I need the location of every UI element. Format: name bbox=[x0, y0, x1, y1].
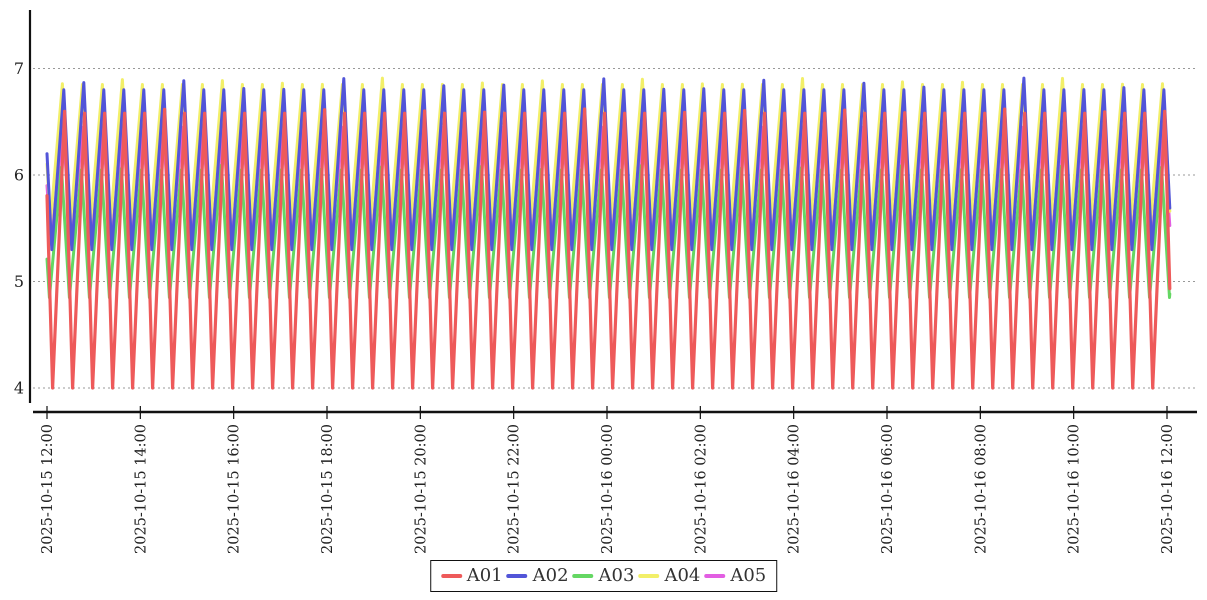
x-tick-label-12: 2025-10-16 12:00 bbox=[1160, 424, 1176, 554]
y-tick-label-6: 6 bbox=[14, 166, 24, 185]
legend-label-a04: A04 bbox=[664, 565, 701, 586]
legend-item-a02[interactable]: A02 bbox=[505, 563, 571, 589]
legend-item-a05[interactable]: A05 bbox=[702, 563, 768, 589]
legend-item-a03[interactable]: A03 bbox=[571, 563, 637, 589]
legend-label-a05: A05 bbox=[730, 565, 767, 586]
legend-label-a03: A03 bbox=[598, 565, 635, 586]
x-tick-label-4: 2025-10-15 20:00 bbox=[413, 424, 429, 554]
x-tick-label-10: 2025-10-16 08:00 bbox=[973, 424, 989, 554]
x-tick-label-6: 2025-10-16 00:00 bbox=[600, 424, 616, 554]
x-tick-label-8: 2025-10-16 04:00 bbox=[787, 424, 803, 554]
legend-swatch-a05 bbox=[704, 574, 726, 578]
legend-swatch-a03 bbox=[572, 574, 594, 578]
legend: A01 A02 A03 A04 A05 bbox=[429, 560, 778, 592]
x-tick-label-11: 2025-10-16 10:00 bbox=[1067, 424, 1083, 554]
series-line-a01 bbox=[45, 107, 1172, 390]
x-tick-label-1: 2025-10-15 14:00 bbox=[133, 424, 149, 554]
legend-swatch-a04 bbox=[638, 574, 660, 578]
y-tick-label-5: 5 bbox=[14, 272, 24, 291]
x-tick-label-5: 2025-10-15 22:00 bbox=[507, 424, 523, 554]
legend-swatch-a02 bbox=[506, 574, 528, 578]
x-tick-label-3: 2025-10-15 18:00 bbox=[320, 424, 336, 554]
x-tick-label-7: 2025-10-16 02:00 bbox=[693, 424, 709, 554]
y-tick-label-7: 7 bbox=[14, 59, 24, 78]
legend-item-a04[interactable]: A04 bbox=[636, 563, 702, 589]
legend-swatch-a01 bbox=[440, 574, 462, 578]
x-tick-label-9: 2025-10-16 06:00 bbox=[880, 424, 896, 554]
legend-label-a02: A02 bbox=[532, 565, 569, 586]
x-tick-label-2: 2025-10-15 16:00 bbox=[227, 424, 243, 554]
x-tick-label-0: 2025-10-15 12:00 bbox=[40, 424, 56, 554]
y-tick-label-4: 4 bbox=[14, 379, 24, 398]
legend-item-a01[interactable]: A01 bbox=[439, 563, 505, 589]
legend-label-a01: A01 bbox=[466, 565, 503, 586]
